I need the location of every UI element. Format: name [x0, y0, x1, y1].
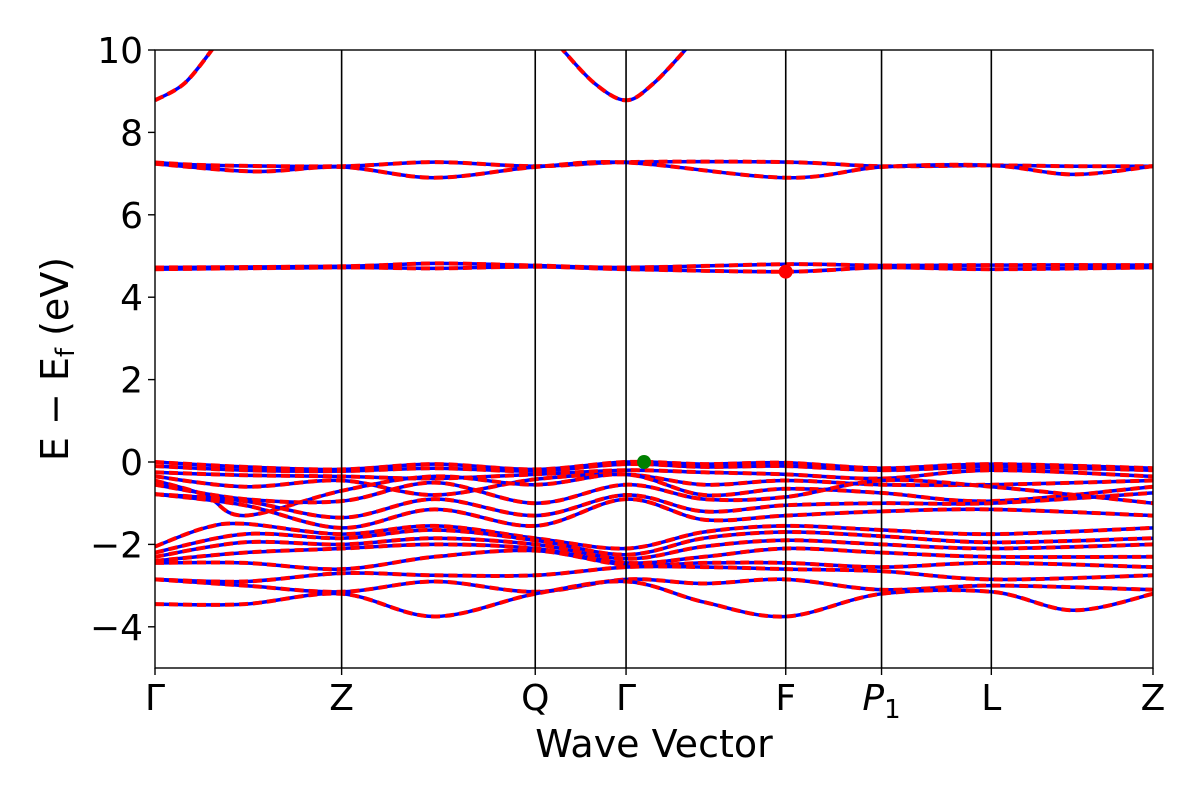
band-20-spin-up	[155, 564, 1153, 584]
x-axis-ticks: Γ Z Q Γ F P1 L Z	[145, 668, 1165, 725]
x-tick-label: Γ	[145, 678, 165, 719]
band-7-spin-up	[155, 459, 1153, 472]
high-symmetry-lines	[340, 50, 993, 668]
x-tick-label-main: F	[775, 678, 796, 719]
band-10-spin-up	[155, 472, 1153, 498]
x-axis-title: Wave Vector	[535, 722, 773, 766]
band-8-spin-up	[155, 462, 1153, 474]
y-axis-title: E − Ef (eV)	[33, 257, 81, 461]
band-16-spin-up	[155, 527, 1153, 557]
band-13-spin-up	[155, 490, 1153, 520]
band-12-spin-up	[155, 478, 1153, 506]
x-tick-label: L	[981, 678, 1001, 719]
x-tick-label-main: Q	[521, 678, 549, 719]
cbm-marker	[778, 264, 793, 279]
band-19-spin-up	[155, 548, 1153, 572]
y-tick-label: 10	[97, 31, 143, 72]
x-tick-label-main: Z	[1141, 678, 1166, 719]
x-tick-label-subscript: 1	[884, 695, 901, 725]
y-tick-label: 2	[120, 361, 143, 402]
band-15-spin-up	[155, 521, 1153, 551]
y-axis-ticks: −4 −2 0 2 4 6 8 10	[90, 31, 155, 649]
x-tick-label-main: Γ	[616, 678, 636, 719]
x-tick-label-main: L	[981, 678, 1001, 719]
band-6-spin-up	[155, 264, 1153, 274]
y-tick-label: 8	[120, 113, 143, 154]
y-axis-title-subscript: f	[51, 347, 81, 357]
x-tick-label-main: P	[862, 678, 884, 719]
band-4-spin-up	[155, 160, 1153, 180]
band-1-spin-up	[155, 50, 215, 103]
band-22-spin-up	[155, 579, 1153, 619]
plot-frame	[154, 49, 1154, 669]
band-21-spin-up	[155, 577, 1153, 594]
y-axis-title-unit: (eV)	[33, 257, 77, 348]
y-tick-label: 4	[120, 278, 143, 319]
x-tick-label: Z	[329, 678, 354, 719]
vbm-marker	[637, 455, 652, 469]
x-tick-label-main: Γ	[145, 678, 165, 719]
band-edge-markers	[637, 264, 793, 469]
x-tick-label: Γ	[616, 678, 636, 719]
y-tick-label: −2	[90, 525, 143, 566]
x-tick-label: Z	[1141, 678, 1166, 719]
y-axis-title-main: E − E	[33, 357, 77, 461]
x-tick-label: P1	[862, 678, 900, 725]
band-9-spin-up	[155, 468, 1153, 481]
x-tick-label-main: Z	[329, 678, 354, 719]
y-tick-label: 0	[120, 443, 143, 484]
y-tick-label: −4	[90, 608, 143, 649]
band-11-spin-up	[155, 472, 1153, 518]
band-18-spin-up	[155, 542, 1153, 566]
band-17-spin-up	[155, 536, 1153, 561]
x-tick-label: Q	[521, 678, 549, 719]
x-tick-label: F	[775, 678, 796, 719]
y-tick-label: 6	[120, 196, 143, 237]
